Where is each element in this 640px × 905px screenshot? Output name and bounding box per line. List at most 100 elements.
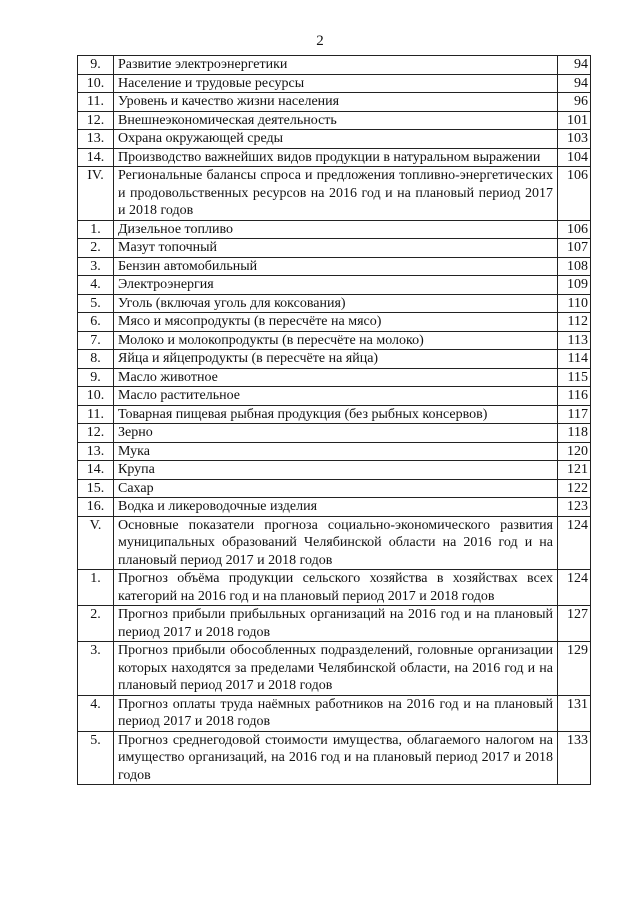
toc-title: Мазут топочный — [113, 238, 558, 258]
toc-page: 112 — [557, 312, 591, 332]
toc-page: 127 — [557, 605, 591, 642]
toc-row: 10. Население и трудовые ресурсы 94 — [77, 73, 591, 93]
toc-page: 107 — [557, 238, 591, 258]
toc-number: 9. — [77, 367, 114, 387]
toc-row: 11. Товарная пищевая рыбная продукция (бе… — [77, 404, 591, 424]
toc-title: Прогноз оплаты труда наёмных работников … — [113, 694, 558, 732]
toc-number: 2. — [77, 238, 114, 258]
toc-number: 5. — [77, 293, 114, 313]
toc-title: Внешнеэкономическая деятельность — [113, 110, 558, 130]
toc-row: 1. Прогноз объёма продукции сельского хоз… — [77, 569, 591, 606]
toc-number: 9. — [77, 55, 114, 75]
toc-page: 113 — [557, 330, 591, 350]
table-of-contents: 9. Развитие электроэнергетики 94 10. Населен… — [77, 55, 591, 785]
toc-page: 106 — [557, 219, 591, 239]
toc-page: 120 — [557, 441, 591, 461]
toc-row: 14. Крупа 121 — [77, 460, 591, 480]
toc-row: 5. Прогноз среднегодовой стоимости имущес… — [77, 730, 591, 785]
toc-title: Уголь (включая уголь для коксования) — [113, 293, 558, 313]
toc-number: 13. — [77, 441, 114, 461]
toc-number: 3. — [77, 256, 114, 276]
toc-page: 121 — [557, 460, 591, 480]
toc-number: 16. — [77, 497, 114, 517]
toc-number: 8. — [77, 349, 114, 369]
toc-row: V. Основные показатели прогноза социально… — [77, 515, 591, 570]
toc-row: 9. Развитие электроэнергетики 94 — [77, 55, 591, 75]
toc-page: 133 — [557, 730, 591, 785]
toc-row: 16. Водка и ликероводочные изделия 123 — [77, 497, 591, 517]
toc-page: 118 — [557, 423, 591, 443]
toc-title: Мука — [113, 441, 558, 461]
toc-title: Электроэнергия — [113, 275, 558, 295]
toc-page: 101 — [557, 110, 591, 130]
toc-title: Дизельное топливо — [113, 219, 558, 239]
toc-row: 10. Масло растительное 116 — [77, 386, 591, 406]
toc-number: V. — [77, 515, 114, 570]
toc-row: 15. Сахар 122 — [77, 478, 591, 498]
toc-title: Водка и ликероводочные изделия — [113, 497, 558, 517]
toc-row: 8. Яйца и яйцепродукты (в пересчёте на яй… — [77, 349, 591, 369]
toc-page: 104 — [557, 147, 591, 167]
toc-title: Охрана окружающей среды — [113, 129, 558, 149]
toc-row: 4. Электроэнергия 109 — [77, 275, 591, 295]
toc-page: 129 — [557, 641, 591, 696]
toc-number: 2. — [77, 605, 114, 642]
toc-number: 11. — [77, 92, 114, 112]
toc-row: 2. Прогноз прибыли прибыльных организаций… — [77, 605, 591, 642]
toc-title: Мясо и мясопродукты (в пересчёте на мясо… — [113, 312, 558, 332]
toc-page: 109 — [557, 275, 591, 295]
toc-title: Производство важнейших видов продукции в… — [113, 147, 558, 167]
toc-title: Прогноз прибыли прибыльных организаций н… — [113, 605, 558, 642]
toc-row: 3. Прогноз прибыли обособленных подраздел… — [77, 641, 591, 696]
toc-number: 3. — [77, 641, 114, 696]
toc-row: 12. Внешнеэкономическая деятельность 101 — [77, 110, 591, 130]
toc-row: 13. Охрана окружающей среды 103 — [77, 129, 591, 149]
toc-title: Уровень и качество жизни населения — [113, 92, 558, 112]
toc-page: 123 — [557, 497, 591, 517]
toc-page: 122 — [557, 478, 591, 498]
toc-page: 116 — [557, 386, 591, 406]
toc-row: 11. Уровень и качество жизни населения 96 — [77, 92, 591, 112]
toc-number: 12. — [77, 110, 114, 130]
toc-page: 110 — [557, 293, 591, 313]
toc-row: 4. Прогноз оплаты труда наёмных работнико… — [77, 694, 591, 732]
toc-page: 115 — [557, 367, 591, 387]
toc-row: 2. Мазут топочный 107 — [77, 238, 591, 258]
toc-number: 10. — [77, 386, 114, 406]
toc-number: 15. — [77, 478, 114, 498]
toc-title: Бензин автомобильный — [113, 256, 558, 276]
toc-number: 11. — [77, 404, 114, 424]
toc-title: Яйца и яйцепродукты (в пересчёте на яйца… — [113, 349, 558, 369]
toc-number: 14. — [77, 460, 114, 480]
toc-row: 13. Мука 120 — [77, 441, 591, 461]
toc-number: 4. — [77, 275, 114, 295]
toc-number: 4. — [77, 694, 114, 732]
toc-title: Масло животное — [113, 367, 558, 387]
toc-title: Масло растительное — [113, 386, 558, 406]
toc-page: 108 — [557, 256, 591, 276]
toc-page: 131 — [557, 694, 591, 732]
toc-title: Основные показатели прогноза социально-э… — [113, 515, 558, 570]
toc-title: Товарная пищевая рыбная продукция (без р… — [113, 404, 558, 424]
toc-title: Молоко и молокопродукты (в пересчёте на … — [113, 330, 558, 350]
toc-number: 10. — [77, 73, 114, 93]
toc-title: Региональные балансы спроса и предложени… — [113, 166, 558, 221]
toc-page: 124 — [557, 515, 591, 570]
toc-page: 106 — [557, 166, 591, 221]
toc-page: 94 — [557, 73, 591, 93]
toc-row: 5. Уголь (включая уголь для коксования) 11… — [77, 293, 591, 313]
page-number: 2 — [316, 33, 324, 49]
toc-title: Зерно — [113, 423, 558, 443]
toc-number: 1. — [77, 569, 114, 606]
toc-row: 14. Производство важнейших видов продукци… — [77, 147, 591, 167]
toc-page: 117 — [557, 404, 591, 424]
toc-row: 6. Мясо и мясопродукты (в пересчёте на мя… — [77, 312, 591, 332]
toc-row: 1. Дизельное топливо 106 — [77, 219, 591, 239]
toc-title: Развитие электроэнергетики — [113, 55, 558, 75]
toc-title: Население и трудовые ресурсы — [113, 73, 558, 93]
toc-title: Крупа — [113, 460, 558, 480]
toc-page: 124 — [557, 569, 591, 606]
toc-number: 14. — [77, 147, 114, 167]
toc-title: Прогноз прибыли обособленных подразделен… — [113, 641, 558, 696]
toc-number: 1. — [77, 219, 114, 239]
